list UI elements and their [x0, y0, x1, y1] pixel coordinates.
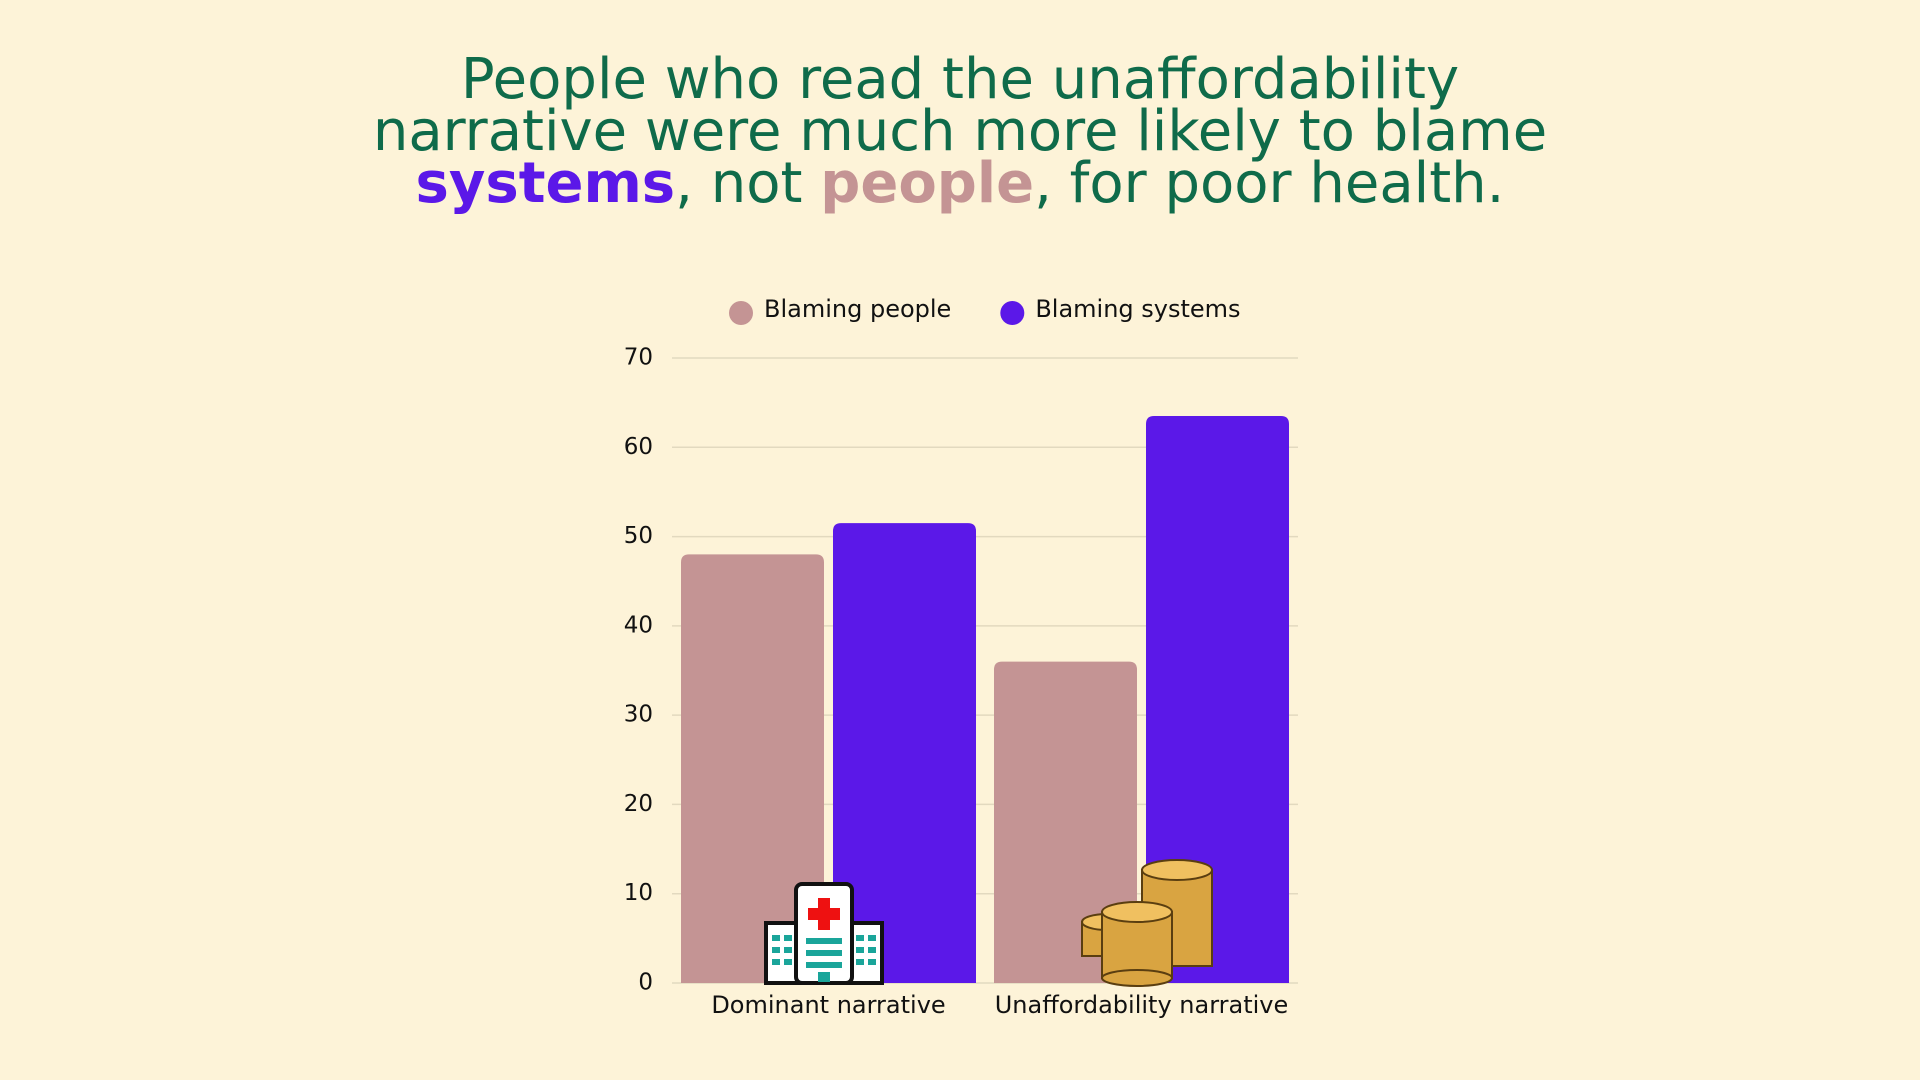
chart-title: People who read the unaffordability — [461, 47, 1459, 112]
title-segment: , for poor health. — [1034, 151, 1504, 216]
x-tick-label: Dominant narrative — [711, 991, 945, 1019]
title-segment: people — [820, 151, 1034, 216]
legend-label: Blaming systems — [1035, 295, 1240, 323]
y-tick-label: 0 — [638, 970, 653, 996]
title-segment: narrative were much more likely to blame — [373, 99, 1547, 164]
y-tick-label: 20 — [624, 791, 653, 817]
y-tick-label: 50 — [624, 523, 653, 549]
legend-label: Blaming people — [764, 295, 951, 323]
title-segment: , not — [675, 151, 820, 216]
y-tick-label: 70 — [624, 345, 653, 371]
legend-marker — [729, 301, 753, 325]
chart-title: narrative were much more likely to blame — [373, 99, 1547, 164]
title-segment: People who read the unaffordability — [461, 47, 1459, 112]
bar — [681, 554, 824, 983]
chart-title: systems, not people, for poor health. — [416, 151, 1505, 216]
x-tick-label: Unaffordability narrative — [995, 991, 1289, 1019]
title-segment: systems — [416, 151, 676, 216]
coins-icon — [1081, 859, 1213, 987]
legend-marker — [1000, 301, 1025, 325]
hospital-icon — [764, 882, 884, 985]
y-tick-label: 30 — [624, 702, 653, 728]
bar — [833, 523, 976, 983]
y-tick-label: 10 — [624, 880, 653, 906]
bar — [994, 661, 1137, 983]
y-tick-label: 40 — [624, 612, 653, 638]
y-tick-label: 60 — [624, 434, 653, 460]
bar — [1146, 416, 1289, 983]
